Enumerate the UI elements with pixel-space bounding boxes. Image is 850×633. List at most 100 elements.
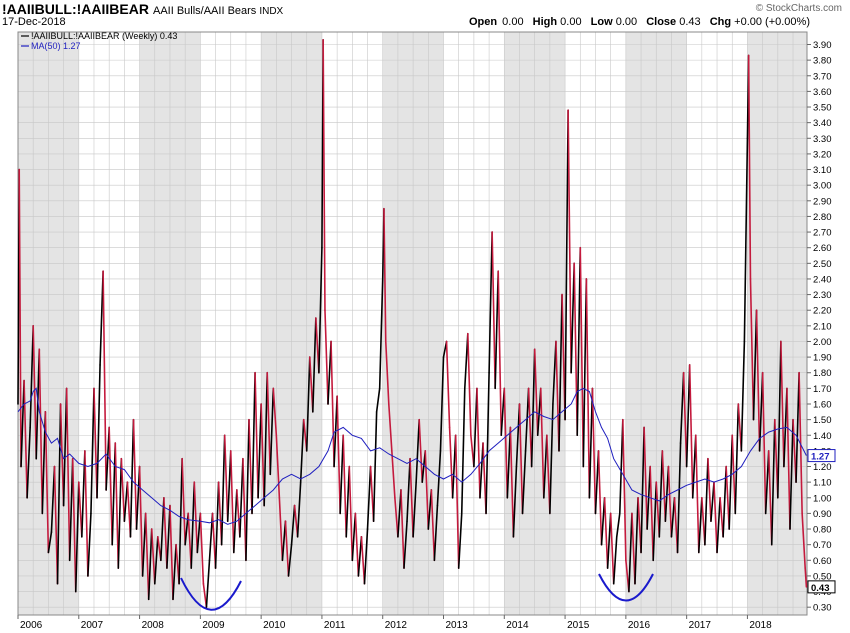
ratio-segment [622, 418, 627, 562]
ratio-segment [62, 387, 68, 507]
ratio-segment [549, 403, 554, 515]
x-axis: 2006 2007 2008 2009 2010 2011 2012 2013 2014 2015… [17, 615, 772, 631]
ratio-segment [661, 450, 667, 523]
ratio-segment [324, 309, 329, 405]
y-tick-label: 0.80 [813, 525, 832, 536]
ratio-segment [479, 442, 484, 499]
ratio-segment [597, 450, 603, 546]
ratio-segment [764, 450, 770, 515]
ratio-segment [457, 512, 463, 569]
ratio-segment [436, 450, 442, 507]
last-value-tag-box [807, 580, 836, 594]
ratio-segment [600, 496, 606, 546]
chg-value: +0.00 (+0.00%) [734, 16, 810, 28]
ratio-segment [236, 489, 241, 538]
ratio-segment [433, 504, 439, 562]
ratio-segment [467, 332, 472, 437]
y-tick-label: 2.30 [813, 290, 832, 301]
ratio-segment [752, 309, 758, 421]
ratio-segment [153, 536, 159, 585]
ratio-segment [220, 434, 226, 546]
ratio-segment [318, 246, 323, 374]
x-tick-label: 2015 [567, 620, 590, 631]
ratio-segment [330, 340, 335, 468]
ratio-segment [266, 371, 272, 476]
ratio-segment [205, 559, 211, 608]
ratio-segment [357, 536, 363, 577]
ratio-segment [111, 442, 117, 546]
ratio-segment [448, 426, 454, 499]
ratio-segment [509, 426, 515, 538]
ratio-segment [570, 262, 575, 374]
ratio-segment [147, 528, 153, 601]
series-layer [17, 39, 808, 608]
ratio-segment [494, 270, 500, 390]
ratio-segment [305, 356, 311, 452]
brand-watermark: © StockCharts.com [755, 3, 842, 14]
y-tick-label: 3.00 [813, 181, 832, 192]
ratio-segment [77, 481, 83, 538]
ratio-segment [245, 418, 250, 562]
ratio-segment [284, 520, 290, 577]
ratio-segment [770, 418, 776, 546]
ratio-segment [780, 340, 785, 468]
x-tick-label: 2014 [506, 620, 529, 631]
ratio-segment [144, 512, 150, 601]
ratio-segment [108, 426, 114, 546]
ratio-segment [90, 387, 95, 515]
ratio-segment [430, 489, 436, 562]
ratio-segment [275, 434, 281, 499]
ratio-segment [181, 457, 186, 546]
x-tick-label: 2016 [628, 620, 651, 631]
annotation-layer [180, 573, 654, 611]
ratio-segment [178, 457, 183, 585]
y-tick-label: 1.90 [813, 353, 832, 364]
ma-value-tag-text: 1.27 [811, 452, 830, 463]
ratio-segment [199, 512, 205, 585]
quote-bar: Open 0.00 High 0.00 Low 0.00 Close 0.43 … [469, 16, 810, 28]
high-label: High [532, 16, 558, 28]
y-tick-label: 1.20 [813, 462, 832, 473]
ratio-segment [397, 489, 402, 538]
ratio-segment [166, 504, 171, 569]
ratio-segment [652, 481, 658, 562]
ratio-segment [336, 395, 341, 515]
ratio-segment [473, 387, 478, 468]
ratio-segment [47, 531, 53, 554]
ratio-segment [713, 481, 718, 554]
ratio-segment [618, 418, 624, 515]
legend-ma: MA(50) 1.27 [31, 41, 81, 51]
ratio-segment [160, 496, 165, 562]
ratio-segment [129, 418, 135, 538]
ratio-segment [366, 465, 372, 530]
x-tick-label: 2013 [446, 620, 469, 631]
ratio-segment [767, 450, 773, 546]
ratio-segment [521, 450, 527, 515]
ratio-segment [226, 450, 232, 523]
x-tick-label: 2006 [20, 620, 43, 631]
ratio-segment [18, 168, 22, 468]
ratio-segment [272, 387, 278, 437]
ratio-segment [163, 496, 168, 569]
ratio-segment [20, 379, 25, 468]
y-tick-label: 3.60 [813, 87, 832, 98]
y-tick-label: 1.10 [813, 478, 832, 489]
ratio-segment [409, 457, 414, 538]
ratio-segment [527, 387, 533, 468]
ratio-segment [488, 231, 493, 374]
ratio-segment [603, 496, 609, 569]
x-tick-label: 2017 [689, 620, 712, 631]
ratio-segment [454, 434, 460, 569]
ratio-segment [777, 340, 782, 499]
ratio-segment [372, 411, 378, 523]
y-tick-label: 2.10 [813, 321, 832, 332]
ratio-segment [530, 348, 536, 468]
ratio-segment [299, 418, 305, 483]
y-tick-label: 2.60 [813, 243, 832, 254]
y-tick-label: 1.80 [813, 368, 832, 379]
low-value: 0.00 [615, 16, 638, 28]
ratio-segment [704, 457, 709, 546]
ratio-segment [694, 434, 700, 554]
exchange-label: INDX [259, 6, 284, 17]
